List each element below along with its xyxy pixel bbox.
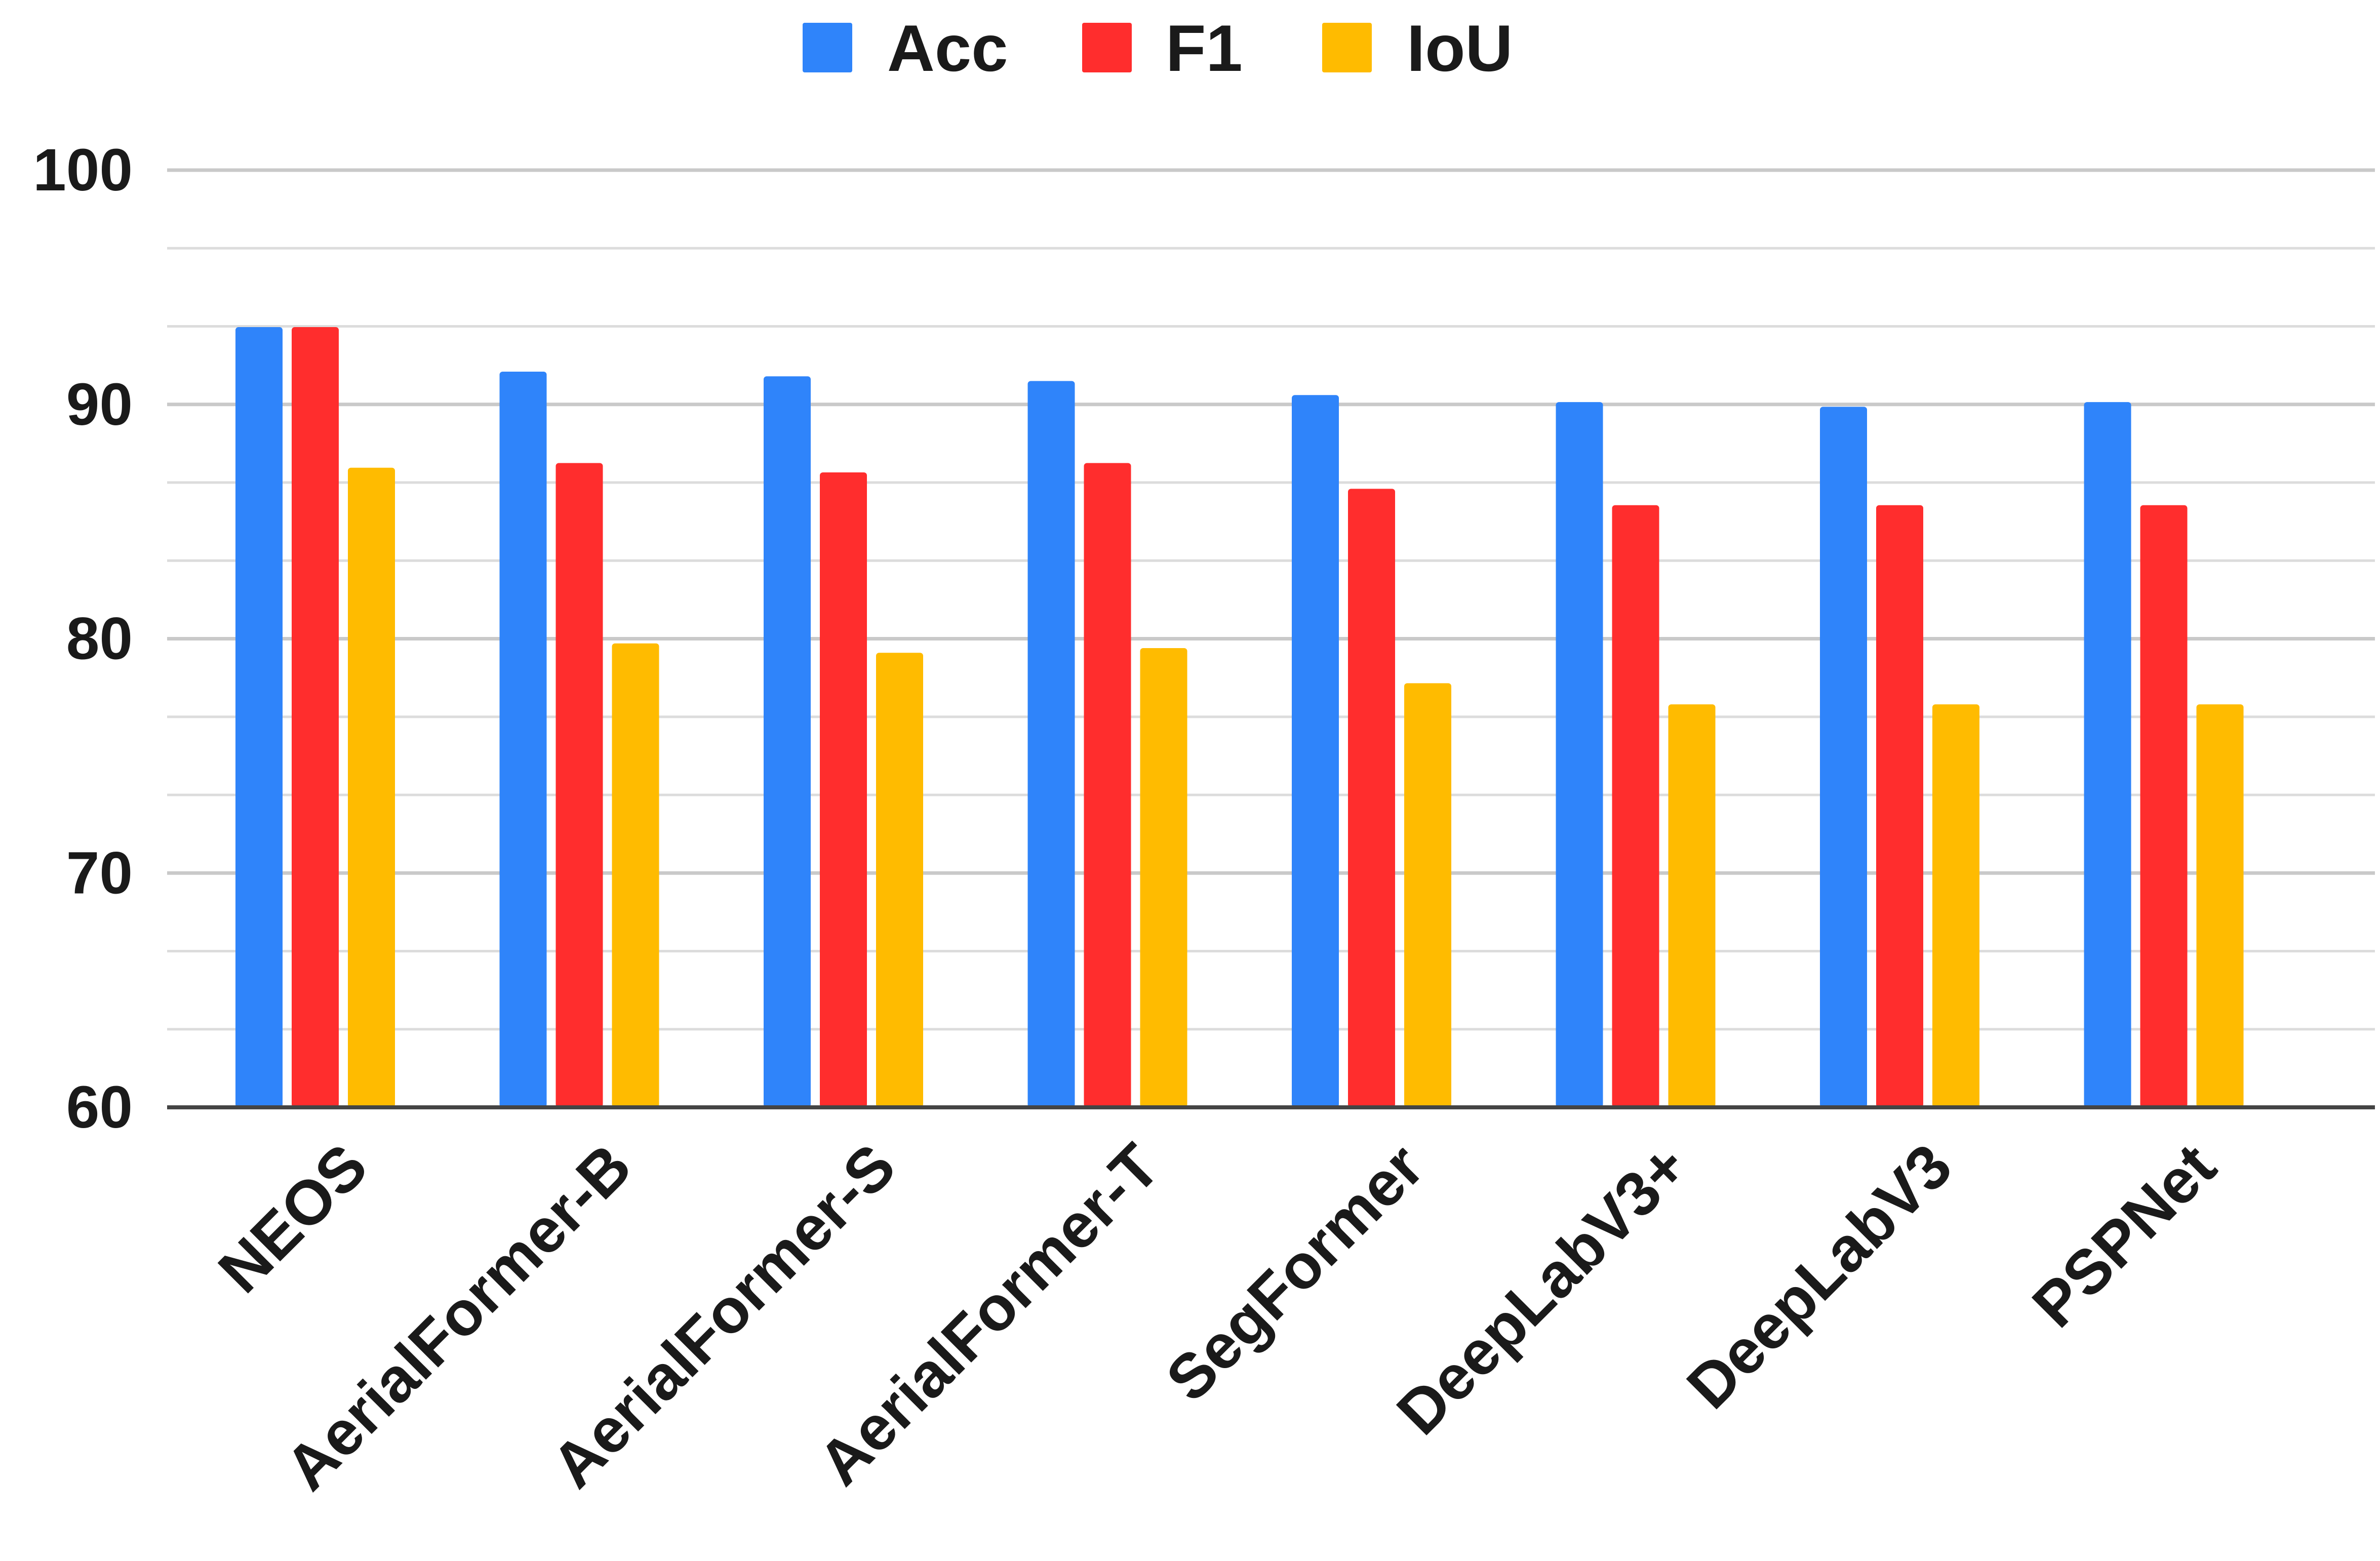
y-tick-label: 90 <box>66 371 133 438</box>
bar-iou-aerialformer-b <box>612 643 659 1107</box>
gridlines <box>167 168 2375 1109</box>
y-tick-label: 60 <box>66 1074 133 1141</box>
x-tick-label: PSPNet <box>2019 1131 2229 1341</box>
bar-f1-aerialformer-s <box>820 472 867 1107</box>
bar-iou-segformer <box>1404 683 1451 1107</box>
x-tick-label: NEOS <box>206 1131 381 1306</box>
x-tick-labels: NEOSAerialFormer-BAerialFormer-SAerialFo… <box>206 1131 2230 1504</box>
bar-acc-aerialformer-s <box>764 376 811 1107</box>
bar-acc-aerialformer-b <box>499 371 547 1107</box>
bar-acc-deeplabv3- <box>1556 402 1603 1107</box>
legend-label-f1: F1 <box>1166 11 1243 85</box>
bar-f1-neos <box>292 327 339 1107</box>
legend: Acc F1 IoU <box>803 11 1513 85</box>
bar-acc-neos <box>235 327 283 1107</box>
bar-acc-segformer <box>1292 395 1339 1107</box>
y-tick-labels: 60 70 80 90 100 <box>33 137 133 1141</box>
bar-acc-aerialformer-t <box>1027 381 1075 1107</box>
y-tick-label: 80 <box>66 606 133 672</box>
bar-acc-deeplabv3 <box>1820 407 1867 1108</box>
bar-iou-deeplabv3 <box>1932 704 1979 1107</box>
bar-acc-pspnet <box>2084 402 2131 1107</box>
bar-f1-deeplabv3 <box>1876 505 1923 1108</box>
bar-iou-deeplabv3- <box>1668 704 1716 1107</box>
x-tick-label: DeepLabV3 <box>1674 1131 1965 1422</box>
bar-f1-pspnet <box>2140 505 2188 1108</box>
bar-f1-deeplabv3- <box>1612 505 1659 1108</box>
bar-f1-aerialformer-t <box>1084 463 1131 1107</box>
x-tick-label: SegFormer <box>1153 1131 1437 1415</box>
legend-swatch-acc <box>803 23 852 72</box>
bar-iou-pspnet <box>2196 704 2244 1107</box>
y-tick-label: 70 <box>66 839 133 906</box>
legend-swatch-iou <box>1322 23 1372 72</box>
legend-swatch-f1 <box>1082 23 1132 72</box>
bar-f1-segformer <box>1348 489 1395 1107</box>
y-tick-label: 100 <box>33 137 133 204</box>
bar-f1-aerialformer-b <box>556 463 603 1107</box>
bar-iou-aerialformer-s <box>876 653 923 1107</box>
bar-iou-neos <box>348 467 395 1107</box>
bars <box>235 327 2244 1108</box>
legend-label-acc: Acc <box>887 11 1008 85</box>
bar-iou-aerialformer-t <box>1140 648 1187 1107</box>
legend-label-iou: IoU <box>1407 11 1513 85</box>
